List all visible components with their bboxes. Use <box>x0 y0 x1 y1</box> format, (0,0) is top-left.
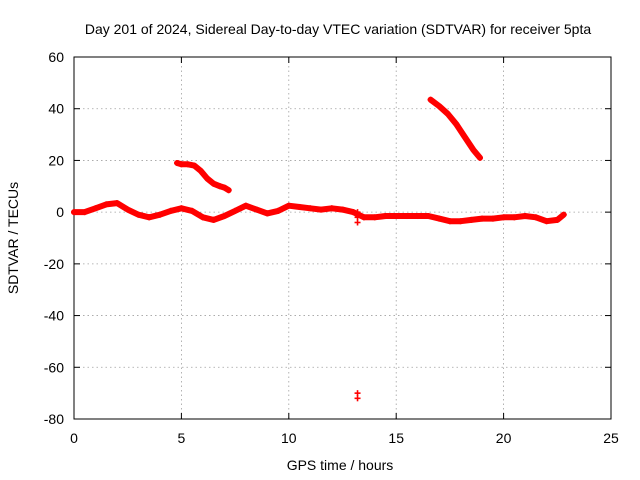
data-point <box>135 211 142 218</box>
data-point <box>470 147 477 154</box>
y-tick-label: 0 <box>56 204 64 220</box>
series-arc-5-7h <box>174 160 232 194</box>
y-axis-label: SDTVAR / TECUs <box>5 182 21 294</box>
data-point <box>354 390 361 397</box>
data-point <box>103 201 110 208</box>
data-point <box>242 202 249 209</box>
data-point <box>354 395 361 402</box>
data-point <box>532 214 539 221</box>
grid <box>74 57 611 419</box>
y-tick-label: 60 <box>48 49 64 65</box>
data-point <box>354 214 361 221</box>
data-point <box>253 206 260 213</box>
series-main-track <box>71 200 567 225</box>
data-point <box>479 215 486 222</box>
plot-frame <box>73 56 612 420</box>
data-point <box>296 203 303 210</box>
data-point <box>382 213 389 220</box>
data-point <box>189 207 196 214</box>
data-point <box>328 205 335 212</box>
data-point <box>167 207 174 214</box>
data-point <box>457 218 464 225</box>
data-point <box>178 161 185 168</box>
x-tick-label: 25 <box>603 430 619 446</box>
data-point <box>436 215 443 222</box>
data-point <box>178 205 185 212</box>
chart-title: Day 201 of 2024, Sidereal Day-to-day VTE… <box>85 21 592 37</box>
data-point <box>318 206 325 213</box>
y-tick-label: -80 <box>44 411 64 427</box>
data-point <box>156 211 163 218</box>
axis-ticks <box>73 56 612 420</box>
data-point <box>275 207 282 214</box>
x-tick-label: 0 <box>70 430 78 446</box>
data-point <box>221 213 228 220</box>
data-point <box>371 214 378 221</box>
data-point <box>339 206 346 213</box>
x-tick-label: 10 <box>281 430 297 446</box>
data-point <box>393 213 400 220</box>
data-point <box>199 214 206 221</box>
data-point <box>522 213 529 220</box>
data-point <box>427 96 434 103</box>
data-point <box>174 160 181 167</box>
data-point <box>232 207 239 214</box>
data-point <box>71 209 77 216</box>
y-tick-label: 20 <box>48 152 64 168</box>
y-tick-label: -60 <box>44 359 64 375</box>
y-tick-label: 40 <box>48 101 64 117</box>
data-point <box>146 214 153 221</box>
data-point <box>403 213 410 220</box>
data-point <box>446 218 453 225</box>
series-line-arc-17-19h <box>427 96 483 161</box>
data-point <box>285 202 292 209</box>
data-point <box>511 214 518 221</box>
data-point <box>476 154 483 161</box>
data-point <box>113 200 120 207</box>
x-axis-label: GPS time / hours <box>287 457 394 473</box>
data-point <box>184 161 191 168</box>
data-point <box>197 167 204 174</box>
data-point <box>425 213 432 220</box>
y-tick-label: -40 <box>44 308 64 324</box>
data-point <box>354 209 361 216</box>
data-point <box>225 187 232 194</box>
x-tick-label: 5 <box>178 430 186 446</box>
data-point <box>264 210 271 217</box>
data-point <box>124 206 131 213</box>
data-point <box>81 209 88 216</box>
x-tick-label: 15 <box>388 430 404 446</box>
series-scattered-points <box>354 209 361 402</box>
data-point <box>489 215 496 222</box>
data-point <box>461 134 468 141</box>
data-point <box>500 214 507 221</box>
data-point <box>217 183 224 190</box>
data-point <box>453 121 460 128</box>
data-point <box>560 211 567 218</box>
data-point <box>307 205 314 212</box>
x-tick-label: 20 <box>496 430 512 446</box>
data-point <box>210 180 217 187</box>
series-arc-17-19h <box>427 96 483 161</box>
data-point <box>468 216 475 223</box>
data-point <box>204 175 211 182</box>
data-point <box>191 162 198 169</box>
data-point <box>554 216 561 223</box>
series-layer <box>71 96 567 402</box>
data-point <box>414 213 421 220</box>
data-point <box>92 205 99 212</box>
data-point <box>354 219 361 226</box>
data-point <box>543 218 550 225</box>
data-point <box>436 103 443 110</box>
y-tick-label: -20 <box>44 256 64 272</box>
data-point <box>444 110 451 117</box>
data-point <box>221 184 228 191</box>
data-point <box>360 214 367 221</box>
tick-labels: 0 5 10 15 20 25 -80 -60 -40 -20 0 20 40 60 <box>44 49 619 446</box>
data-point <box>210 216 217 223</box>
